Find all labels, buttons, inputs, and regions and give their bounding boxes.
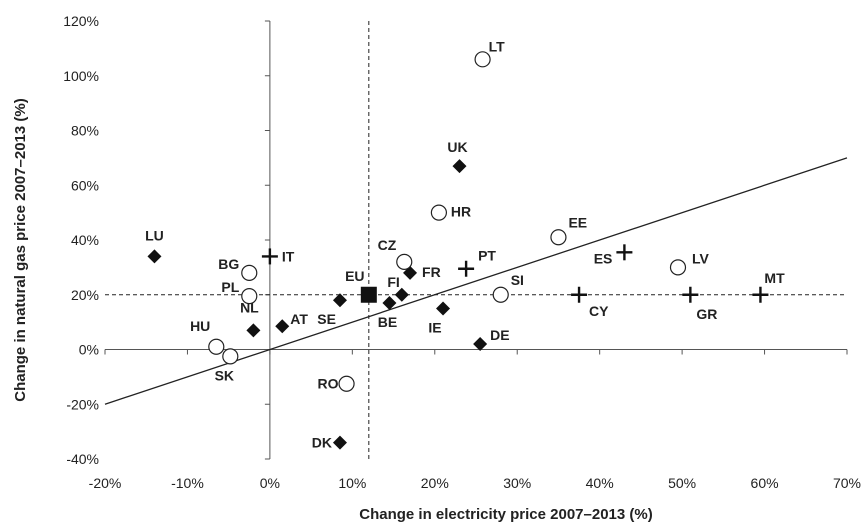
point-label-fr: FR — [422, 264, 441, 280]
point-at — [275, 319, 290, 334]
point-label-sk: SK — [215, 367, 234, 383]
point-label-lv: LV — [692, 250, 710, 266]
point-label-pl: PL — [221, 279, 239, 295]
x-axis-title: Change in electricity price 2007–2013 (%… — [359, 506, 652, 523]
point-cy — [571, 286, 588, 303]
point-ee — [550, 229, 567, 246]
x-tick-label: 40% — [586, 475, 614, 491]
point-label-be: BE — [378, 314, 397, 330]
point-ro — [338, 375, 355, 392]
point-lu — [147, 249, 162, 264]
x-tick-label: 60% — [751, 475, 779, 491]
point-label-bg: BG — [218, 256, 239, 272]
point-label-eu: EU — [345, 268, 364, 284]
point-label-ie: IE — [428, 319, 441, 335]
point-label-it: IT — [282, 248, 295, 264]
point-label-de: DE — [490, 327, 509, 343]
point-label-ee: EE — [568, 214, 587, 230]
point-bg — [241, 264, 258, 281]
y-tick-label: 80% — [71, 123, 99, 139]
point-label-cy: CY — [589, 303, 609, 319]
point-labels-group: LU UK NL AT SE BE FI FR IE DE DK LT HR EE LV CZ SI BG PL HU… — [145, 38, 785, 450]
y-tick-label: 40% — [71, 232, 99, 248]
y-tick-label: 120% — [63, 13, 99, 29]
point-label-lt: LT — [489, 38, 506, 54]
point-hu — [208, 338, 225, 355]
axes-group: -20% -10% 0% 10% 20% 30% 40% 50% 60% 70% -40% -20% 0… — [63, 13, 861, 491]
point-ie — [436, 301, 451, 316]
point-label-fi: FI — [387, 274, 399, 290]
point-label-gr: GR — [696, 306, 717, 322]
point-label-at: AT — [290, 311, 308, 327]
y-tick-label: 20% — [71, 287, 99, 303]
point-it — [261, 248, 278, 265]
point-dk — [332, 435, 347, 450]
point-si — [492, 286, 509, 303]
y-tick-label: 100% — [63, 68, 99, 84]
point-label-lu: LU — [145, 227, 164, 243]
x-tick-label: -10% — [171, 475, 204, 491]
point-label-ro: RO — [318, 376, 339, 392]
point-label-dk: DK — [312, 435, 332, 451]
x-tick-label: 10% — [338, 475, 366, 491]
point-de — [473, 337, 488, 352]
point-label-si: SI — [511, 272, 524, 288]
point-label-nl: NL — [240, 299, 259, 315]
y-tick-label: -20% — [66, 396, 99, 412]
y-tick-label: 60% — [71, 177, 99, 193]
point-label-es: ES — [594, 250, 613, 266]
x-tick-label: 70% — [833, 475, 861, 491]
point-pt — [458, 260, 475, 277]
x-tick-label: -20% — [89, 475, 122, 491]
point-label-hr: HR — [451, 204, 471, 220]
point-label-cz: CZ — [378, 237, 397, 253]
point-sk — [222, 348, 239, 365]
point-nl — [246, 323, 261, 338]
x-tick-label: 0% — [260, 475, 280, 491]
y-tick-label: -40% — [66, 451, 99, 467]
point-be — [382, 295, 397, 310]
point-cz — [396, 253, 413, 270]
point-lv — [669, 259, 687, 276]
point-hr — [430, 204, 447, 221]
point-se — [332, 293, 347, 308]
point-eu — [360, 286, 377, 303]
y-tick-label: 0% — [79, 342, 99, 358]
point-label-mt: MT — [764, 270, 785, 286]
point-uk — [452, 159, 467, 174]
point-label-se: SE — [317, 311, 336, 327]
point-mt — [752, 286, 769, 303]
point-es — [616, 244, 633, 261]
point-pl — [241, 288, 258, 305]
x-tick-label: 50% — [668, 475, 696, 491]
point-label-hu: HU — [190, 318, 210, 334]
point-fi — [394, 287, 409, 302]
point-lt — [474, 51, 491, 68]
x-tick-label: 20% — [421, 475, 449, 491]
point-label-uk: UK — [447, 139, 467, 155]
x-tick-label: 30% — [503, 475, 531, 491]
reference-lines-group — [105, 21, 847, 459]
point-label-pt: PT — [478, 248, 496, 264]
point-gr — [682, 286, 699, 303]
points-group — [147, 51, 769, 450]
y-axis-title: Change in natural gas price 2007–2013 (%… — [12, 98, 29, 401]
